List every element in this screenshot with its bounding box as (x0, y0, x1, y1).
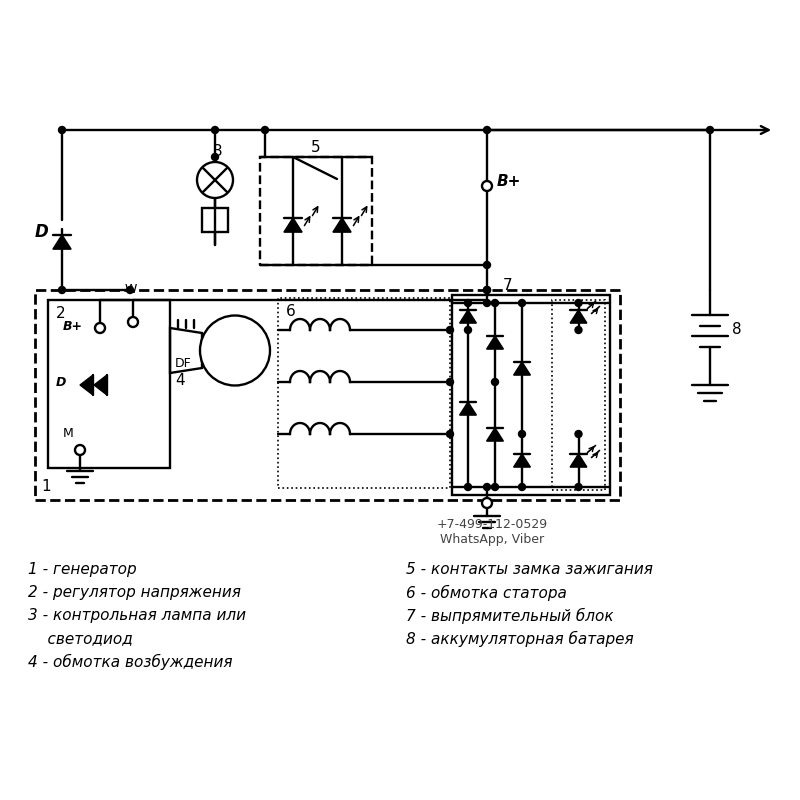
Text: 1 - генератор: 1 - генератор (28, 562, 137, 577)
Polygon shape (53, 235, 71, 249)
Text: D: D (56, 375, 66, 389)
Text: DF: DF (175, 357, 192, 370)
Circle shape (197, 162, 233, 198)
Circle shape (482, 181, 492, 191)
Bar (202, 208, 228, 232)
Text: 2: 2 (56, 306, 66, 321)
Circle shape (465, 326, 471, 334)
Circle shape (446, 378, 454, 386)
Circle shape (518, 430, 526, 438)
Text: 4 - обмотка возбуждения: 4 - обмотка возбуждения (28, 654, 233, 670)
Text: 5: 5 (311, 139, 321, 154)
Polygon shape (284, 218, 302, 232)
Circle shape (518, 483, 526, 490)
Circle shape (706, 126, 714, 134)
Text: B+: B+ (63, 320, 83, 333)
Circle shape (95, 323, 105, 333)
Text: 5 - контакты замка зажигания: 5 - контакты замка зажигания (406, 562, 653, 577)
Text: светодиод: светодиод (28, 631, 133, 646)
Circle shape (491, 299, 498, 306)
Circle shape (483, 126, 490, 134)
Circle shape (465, 483, 471, 490)
Text: 8: 8 (732, 322, 742, 338)
Circle shape (126, 286, 134, 294)
Polygon shape (486, 336, 503, 349)
Circle shape (491, 378, 498, 386)
Text: 3 - контрольная лампа или: 3 - контрольная лампа или (28, 608, 246, 623)
Text: 1: 1 (41, 479, 50, 494)
Circle shape (211, 126, 218, 134)
Circle shape (575, 326, 582, 334)
Circle shape (58, 286, 66, 294)
Polygon shape (459, 310, 477, 323)
Circle shape (200, 315, 270, 386)
Circle shape (58, 126, 66, 134)
Polygon shape (514, 454, 530, 467)
Text: 4: 4 (175, 373, 185, 388)
Circle shape (211, 154, 218, 161)
Text: 7 - выпрямительный блок: 7 - выпрямительный блок (406, 608, 614, 624)
Polygon shape (486, 428, 503, 441)
Circle shape (262, 126, 269, 134)
Bar (35, 290, 620, 500)
Text: 2 - регулятор напряжения: 2 - регулятор напряжения (28, 585, 241, 600)
Circle shape (483, 286, 490, 294)
Circle shape (575, 430, 582, 438)
Circle shape (483, 286, 490, 294)
Text: M: M (63, 427, 74, 440)
Circle shape (446, 326, 454, 334)
Polygon shape (94, 375, 107, 395)
Text: D: D (35, 223, 49, 241)
Polygon shape (459, 402, 477, 415)
Bar (452, 295, 610, 495)
Circle shape (483, 299, 490, 306)
Text: B+: B+ (497, 174, 522, 189)
Bar (278, 298, 450, 488)
Bar (260, 157, 372, 265)
Polygon shape (514, 362, 530, 375)
Circle shape (518, 299, 526, 306)
Circle shape (465, 299, 471, 306)
Polygon shape (570, 454, 587, 467)
Text: W: W (125, 283, 137, 296)
Circle shape (75, 445, 85, 455)
Circle shape (483, 262, 490, 269)
Polygon shape (570, 310, 587, 323)
Text: 3: 3 (213, 145, 223, 159)
Bar (552, 300, 605, 490)
Circle shape (128, 317, 138, 327)
Polygon shape (333, 218, 351, 232)
Circle shape (446, 430, 454, 438)
Circle shape (483, 483, 490, 490)
Bar (48, 300, 170, 468)
Circle shape (491, 483, 498, 490)
Text: +7-499-112-0529
WhatsApp, Viber: +7-499-112-0529 WhatsApp, Viber (437, 518, 547, 546)
Text: 8 - аккумуляторная батарея: 8 - аккумуляторная батарея (406, 631, 634, 647)
Circle shape (482, 498, 492, 508)
Text: 6: 6 (286, 304, 296, 319)
Circle shape (575, 299, 582, 306)
Text: 6 - обмотка статора: 6 - обмотка статора (406, 585, 567, 601)
Text: 7: 7 (502, 278, 512, 293)
Polygon shape (80, 375, 93, 395)
Circle shape (575, 483, 582, 490)
